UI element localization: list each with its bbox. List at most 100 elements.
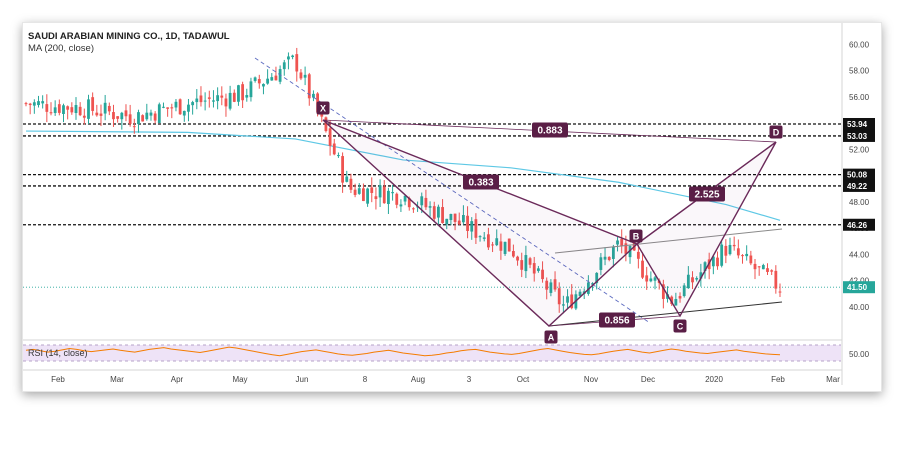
candle-body	[145, 112, 149, 120]
candle-body	[191, 102, 195, 106]
rsi-line	[25, 346, 781, 357]
candle-body	[449, 213, 453, 221]
candle-body	[412, 208, 415, 210]
candle-body	[749, 255, 753, 264]
candle-body	[395, 193, 399, 205]
candle-body	[678, 296, 682, 299]
candle-body	[541, 269, 544, 280]
candle-body	[595, 272, 599, 284]
candle-body	[195, 98, 199, 103]
candle-body	[566, 296, 569, 303]
candle-body	[391, 192, 394, 194]
rsi-band	[23, 345, 841, 361]
candle-body	[107, 105, 111, 112]
candle-body	[753, 263, 757, 270]
candle-body	[503, 241, 507, 254]
candle-body	[745, 253, 749, 257]
candle-body	[641, 260, 644, 278]
candle-body	[312, 93, 315, 98]
candle-body	[399, 204, 403, 207]
candle-body	[441, 207, 444, 223]
candle-body	[611, 246, 615, 259]
candle-body	[328, 128, 332, 146]
candle-body	[703, 262, 707, 272]
candle-body	[545, 280, 549, 290]
candle-body	[199, 95, 203, 103]
candle-body	[53, 107, 57, 113]
candle-body	[536, 268, 540, 271]
candle-body	[170, 107, 174, 109]
candle-body	[187, 104, 190, 112]
candle-body	[466, 215, 469, 231]
candle-body	[57, 104, 61, 113]
time-label-8: Oct	[517, 375, 530, 384]
candle-body	[616, 240, 619, 245]
candle-body	[741, 255, 744, 257]
level-badge-3	[843, 179, 875, 192]
candle-body	[228, 92, 232, 109]
rsi-tick: 50.00	[849, 350, 870, 359]
candle-body	[32, 102, 36, 106]
level-badge-text-5: 41.50	[847, 283, 868, 292]
candle-body	[270, 77, 274, 81]
candle-body	[591, 283, 594, 285]
level-lines	[23, 123, 841, 288]
candle-body	[728, 244, 732, 255]
point-label-c: C	[677, 322, 684, 332]
candle-body	[116, 116, 120, 119]
candle-body	[424, 197, 428, 208]
candle-body	[661, 284, 665, 299]
candle-body	[670, 296, 674, 305]
point-label-d: D	[773, 128, 780, 138]
candle-body	[203, 100, 207, 102]
candle-body	[345, 176, 349, 182]
candle-body	[341, 156, 344, 183]
candle-body	[549, 282, 553, 293]
price-tick-1: 58.00	[849, 67, 870, 76]
rsi-legend: RSI (14, close)	[28, 348, 88, 358]
candle-body	[570, 294, 574, 309]
candles	[24, 47, 782, 314]
candle-body	[174, 101, 178, 108]
channel-lower-line	[548, 301, 783, 327]
candle-body	[237, 85, 240, 102]
candle-body	[770, 270, 774, 272]
price-tick-4: 52.00	[849, 145, 870, 154]
candle-body	[378, 185, 382, 198]
candle-body	[353, 189, 357, 195]
candle-body	[303, 74, 307, 78]
candle-body	[561, 304, 565, 306]
candle-body	[499, 241, 503, 251]
candle-body	[607, 256, 611, 260]
price-tick-6: 48.00	[849, 198, 870, 207]
candle-body	[49, 112, 53, 114]
candle-body	[382, 186, 386, 204]
candle-body	[282, 62, 286, 70]
chart-title: SAUDI ARABIAN MINING CO., 1D, TADAWUL	[28, 31, 230, 42]
candle-body	[624, 243, 628, 254]
candle-body	[711, 256, 715, 267]
level-badge-text-0: 53.94	[847, 120, 868, 129]
candle-body	[166, 107, 170, 109]
candle-body	[478, 236, 482, 238]
candle-body	[691, 277, 694, 283]
candle-body	[432, 206, 436, 219]
ratio-label-2: 2.525	[694, 190, 719, 201]
time-label-5: 8	[363, 375, 368, 384]
candle-body	[524, 255, 528, 272]
candle-body	[695, 278, 699, 280]
candle-body	[453, 213, 457, 222]
candle-body	[462, 215, 465, 223]
time-label-11: 2020	[705, 375, 723, 384]
candle-body	[366, 188, 369, 204]
candle-body	[420, 196, 424, 206]
candle-body	[162, 106, 165, 108]
channel-upper-line	[554, 228, 783, 254]
candle-body	[470, 221, 474, 232]
candle-body	[474, 219, 478, 238]
candle-body	[332, 143, 336, 155]
candle-body	[374, 196, 378, 200]
candle-body	[278, 69, 282, 82]
candle-body	[766, 268, 769, 272]
candle-body	[266, 78, 270, 84]
